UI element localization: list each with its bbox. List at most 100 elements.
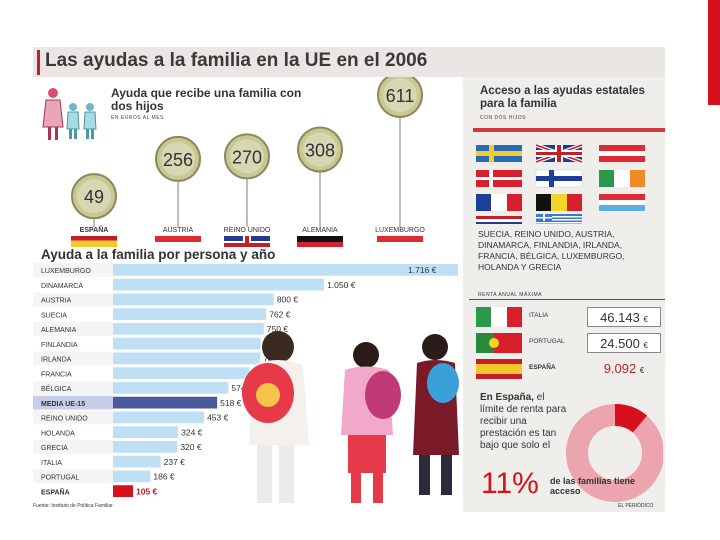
infographic-title: Las ayudas a la familia en la UE en el 2…: [45, 50, 428, 71]
bar: [113, 352, 261, 365]
bar: [113, 382, 229, 394]
access-donut-chart: [566, 404, 663, 502]
coin-face: [77, 179, 111, 214]
per-person-chart-title: Ayuda a la familia por persona y año: [41, 247, 276, 262]
bar: [113, 426, 179, 438]
bar-category-label: HOLANDA: [41, 430, 75, 437]
bar: [113, 367, 250, 379]
flag-italy-icon: [476, 307, 522, 327]
bar: [113, 411, 205, 424]
credit-note: EL PERIÓDICO: [618, 503, 654, 509]
row-band: [33, 263, 113, 277]
infographic: Las ayudas a la familia en la UE en el 2…: [33, 47, 665, 512]
bar-category-label: DINAMARCA: [41, 283, 83, 290]
row-band: [33, 410, 113, 425]
coin-value-label: 256: [163, 150, 193, 170]
coin-category-label: LUXEMBURGO: [375, 227, 425, 234]
access-panel-title: Acceso a las ayudas estatales para la fa…: [480, 85, 645, 110]
bar-category-label: SUECIA: [41, 312, 67, 319]
bar: [113, 293, 274, 306]
flag-luxembourg-icon: [599, 194, 645, 211]
flag-netherlands-icon: [476, 216, 522, 224]
bar-value-label: 574 €: [231, 383, 253, 393]
row-band: [33, 469, 113, 484]
renta-row-espana: ESPAÑA 9.092 €: [469, 355, 665, 381]
renta-row-italia: ITALIA 46.143 €: [469, 303, 665, 329]
coin-value-label: 49: [84, 187, 104, 207]
coin-category-label: ALEMANIA: [302, 227, 338, 234]
bar-category-label: FRANCIA: [41, 371, 72, 378]
spain-access-text: de las familias tiene acceso: [550, 476, 636, 496]
flag-sweden-icon: [476, 145, 522, 162]
bar-category-label: IRLANDA: [41, 357, 72, 364]
bar-category-label: ALEMANIA: [41, 327, 77, 334]
row-band: [33, 395, 113, 410]
bar-value-label: 324 €: [181, 427, 203, 437]
bar-category-label: ESPAÑA: [41, 487, 70, 496]
flag-ireland-icon: [599, 170, 645, 187]
row-band: [33, 292, 113, 307]
renta-rule: [469, 299, 665, 300]
row-band: [33, 381, 113, 395]
bar-value-label: 453 €: [207, 413, 229, 423]
bar-category-label: GRECIA: [41, 445, 68, 452]
bar: [113, 396, 218, 409]
flag-uk-icon: [535, 143, 583, 164]
family-icon: [42, 88, 97, 140]
renta-country: ESPAÑA: [529, 364, 556, 371]
bar-category-label: REINO UNIDO: [41, 416, 88, 423]
coin-value-label: 308: [305, 141, 335, 161]
renta-value: 24.500 €: [587, 333, 661, 353]
family-aid-chart: 49 ESPAÑA 256 AUSTRIA 270 REINO UNIDO 308 ALEMA…: [71, 77, 425, 247]
flag-greece-icon: [536, 214, 582, 224]
bar-category-label: MEDIA UE-15: [41, 401, 85, 408]
coin-category-label: AUSTRIA: [163, 227, 194, 234]
slide-accent-bar: [708, 0, 720, 105]
coin-value-label: 611: [386, 86, 415, 106]
family-chart-units: EN EUROS AL MES: [111, 115, 164, 121]
bar: [113, 470, 151, 483]
bar: [113, 337, 261, 350]
bar-category-label: BÉLGICA: [41, 384, 72, 393]
row-band: [33, 484, 113, 498]
flag-portugal-icon: [476, 333, 522, 353]
flag-luxembourg-icon: [377, 236, 423, 247]
title-band: [33, 47, 665, 77]
renta-country: ITALIA: [529, 312, 549, 319]
bar: [113, 441, 178, 453]
flag-uk-icon: [224, 236, 270, 247]
flag-belgium-icon: [536, 194, 582, 211]
renta-row-portugal: PORTUGAL 24.500 €: [469, 329, 665, 355]
flag-spain-icon: [71, 236, 117, 247]
access-panel-rule: [473, 128, 665, 132]
coin-face: [383, 78, 417, 113]
spain-access-percent: 11%: [481, 467, 539, 500]
renta-title: RENTA ANUAL MÁXIMA: [478, 292, 543, 298]
bar: [113, 455, 161, 468]
bar-category-label: LUXEMBURGO: [41, 268, 91, 275]
flag-spain-icon: [476, 359, 522, 379]
coin-face: [230, 139, 264, 174]
title-rule: [37, 50, 40, 75]
eu-flags-grid: [476, 143, 645, 224]
renta-value: 46.143 €: [587, 307, 661, 327]
row-band: [33, 351, 113, 366]
coin-category-label: ESPAÑA: [80, 225, 109, 234]
coin-face: [161, 141, 195, 176]
bar-value-label: 750 €: [267, 324, 289, 334]
source-note: Fuente: Instituto de Política Familiar: [33, 503, 113, 509]
coin-value-label: 270: [232, 147, 262, 167]
flag-denmark-icon: [476, 170, 522, 187]
coin-category-label: REINO UNIDO: [224, 227, 271, 234]
bar-value-label: 518 €: [220, 398, 242, 408]
bar-category-label: FINLANDIA: [41, 342, 78, 349]
access-countries-list: SUECIA, REINO UNIDO, AUSTRIA, DINAMARCA,…: [478, 229, 625, 272]
row-band: [33, 322, 113, 336]
per-person-bar-chart: LUXEMBURGO 1.716 € DINAMARCA 1.050 € AUSTRIA…: [33, 263, 458, 498]
children-illustration: [242, 331, 459, 503]
bar: [113, 264, 458, 276]
bar-value-label: 320 €: [180, 442, 202, 452]
bar-value-label: 762 €: [269, 309, 291, 319]
bar: [113, 485, 133, 497]
bar-value-label: 186 €: [153, 472, 175, 482]
